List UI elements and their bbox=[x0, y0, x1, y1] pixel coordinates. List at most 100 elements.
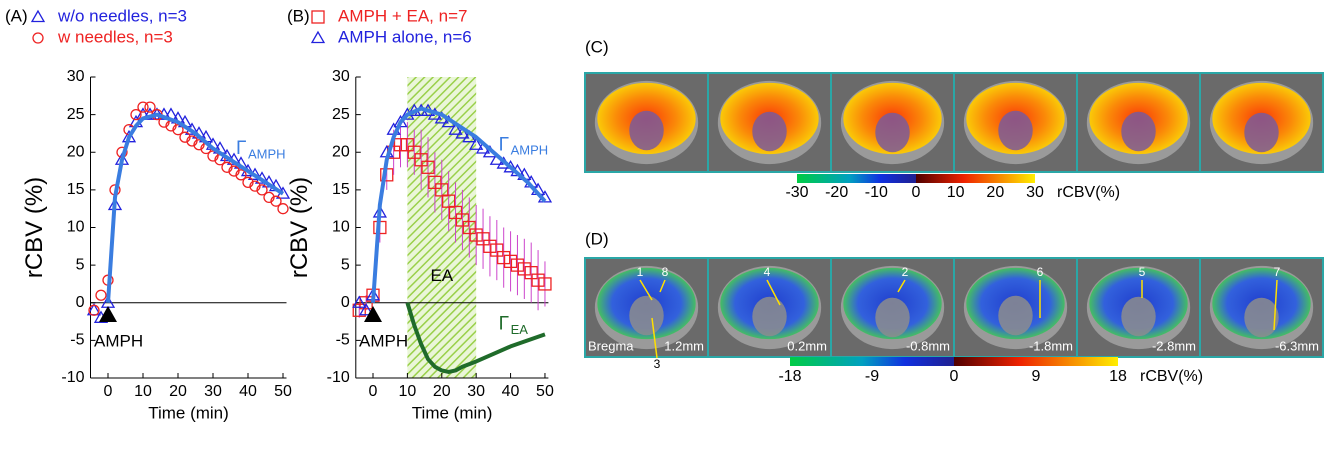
y-tick-label: 25 bbox=[67, 106, 85, 123]
legend-label: AMPH + EA, n=7 bbox=[338, 6, 467, 25]
center-region bbox=[1244, 113, 1278, 153]
colorbar-label: rCBV(%) bbox=[1057, 184, 1120, 201]
y-tick-label: 0 bbox=[341, 294, 350, 311]
fit-subscript: AMPH bbox=[511, 143, 549, 158]
fit-line bbox=[108, 115, 283, 303]
x-axis-label: Time (min) bbox=[148, 403, 229, 422]
center-region bbox=[1121, 297, 1155, 337]
x-tick-label: 0 bbox=[369, 383, 378, 400]
y-tick-label: 10 bbox=[67, 219, 85, 236]
roi-label: 6 bbox=[1037, 265, 1044, 279]
fit-symbol: Γ bbox=[499, 313, 509, 334]
center-region bbox=[998, 296, 1032, 336]
x-tick-label: 0 bbox=[104, 383, 113, 400]
center-region bbox=[629, 111, 663, 151]
colorbar-label: rCBV(%) bbox=[1140, 368, 1203, 385]
y-tick-label: -5 bbox=[336, 332, 350, 349]
x-tick-label: 10 bbox=[134, 383, 152, 400]
roi-label: 4 bbox=[764, 265, 771, 279]
center-region bbox=[1244, 298, 1278, 338]
slice-label: -2.8mm bbox=[1152, 338, 1196, 353]
colorbar bbox=[797, 174, 1035, 183]
event-label: AMPH bbox=[94, 332, 143, 351]
colorbar-tick-label: -30 bbox=[785, 184, 808, 201]
legend-label: w needles, n=3 bbox=[57, 27, 173, 46]
center-region bbox=[629, 296, 663, 336]
colorbar-tick-label: 10 bbox=[947, 184, 965, 201]
colorbar-tick-label: 0 bbox=[912, 184, 921, 201]
circle-marker bbox=[33, 33, 43, 43]
x-tick-label: 30 bbox=[204, 383, 222, 400]
center-region bbox=[875, 298, 909, 338]
x-tick-label: 30 bbox=[467, 383, 485, 400]
circle-marker bbox=[96, 290, 106, 300]
colorbar-tick-label: 20 bbox=[986, 184, 1004, 201]
x-tick-label: 10 bbox=[398, 383, 416, 400]
x-tick-label: 50 bbox=[536, 383, 554, 400]
y-tick-label: 10 bbox=[332, 219, 350, 236]
fit-subscript: EA bbox=[511, 322, 529, 337]
triangle-marker bbox=[312, 32, 324, 43]
roi-label: 8 bbox=[662, 265, 669, 279]
event-label: AMPH bbox=[359, 332, 408, 351]
panel-label: (C) bbox=[585, 37, 609, 56]
colorbar bbox=[790, 357, 1118, 366]
y-axis-label: rCBV (%) bbox=[21, 177, 48, 278]
colorbar-tick-label: 9 bbox=[1032, 368, 1041, 385]
y-tick-label: 30 bbox=[67, 68, 85, 85]
fit-symbol: Γ bbox=[499, 134, 509, 155]
x-tick-label: 50 bbox=[274, 383, 292, 400]
center-region bbox=[998, 111, 1032, 151]
colorbar-tick-label: 0 bbox=[950, 368, 959, 385]
y-tick-label: -10 bbox=[327, 369, 350, 386]
triangle-marker bbox=[32, 11, 44, 22]
roi-label: 1 bbox=[637, 265, 644, 279]
panel-label: (D) bbox=[585, 229, 609, 248]
x-tick-label: 20 bbox=[433, 383, 451, 400]
y-tick-label: 25 bbox=[332, 106, 350, 123]
slice-label: -0.8mm bbox=[906, 338, 950, 353]
y-tick-label: 20 bbox=[332, 143, 350, 160]
fit-symbol: Γ bbox=[236, 138, 246, 159]
x-tick-label: 20 bbox=[169, 383, 187, 400]
center-region bbox=[1121, 112, 1155, 152]
slice-label: -6.3mm bbox=[1275, 338, 1319, 353]
roi-label: 5 bbox=[1139, 265, 1146, 279]
colorbar-tick-label: -18 bbox=[778, 368, 801, 385]
y-tick-label: -10 bbox=[61, 369, 84, 386]
x-tick-label: 40 bbox=[502, 383, 520, 400]
colorbar-tick-label: -10 bbox=[865, 184, 888, 201]
panel-label: (B) bbox=[287, 6, 310, 25]
y-tick-label: 15 bbox=[332, 181, 350, 198]
colorbar-tick-label: 30 bbox=[1026, 184, 1044, 201]
y-tick-label: 5 bbox=[341, 256, 350, 273]
y-tick-label: -5 bbox=[70, 332, 84, 349]
x-tick-label: 40 bbox=[239, 383, 257, 400]
center-region bbox=[875, 113, 909, 153]
legend-label: AMPH alone, n=6 bbox=[338, 27, 472, 46]
y-tick-label: 30 bbox=[332, 68, 350, 85]
fit-subscript: AMPH bbox=[248, 147, 286, 162]
y-tick-label: 20 bbox=[67, 143, 85, 160]
roi-label: 3 bbox=[654, 357, 661, 371]
bregma-label: Bregma bbox=[588, 338, 634, 353]
panel-label: (A) bbox=[5, 6, 28, 25]
roi-label: 2 bbox=[902, 265, 909, 279]
y-axis-label: rCBV (%) bbox=[286, 177, 313, 278]
slice-label: -1.8mm bbox=[1029, 338, 1073, 353]
colorbar-tick-label: -20 bbox=[825, 184, 848, 201]
slice-label: 0.2mm bbox=[787, 338, 827, 353]
center-region bbox=[752, 297, 786, 337]
y-tick-label: 5 bbox=[76, 256, 85, 273]
center-region bbox=[752, 112, 786, 152]
legend-label: w/o needles, n=3 bbox=[57, 6, 187, 25]
slice-label: 1.2mm bbox=[664, 338, 704, 353]
y-tick-label: 15 bbox=[67, 181, 85, 198]
y-tick-label: 0 bbox=[76, 294, 85, 311]
x-axis-label: Time (min) bbox=[412, 403, 493, 422]
colorbar-tick-label: 18 bbox=[1109, 368, 1127, 385]
colorbar-tick-label: -9 bbox=[865, 368, 879, 385]
figure: (A)-10-505101520253001020304050Time (min… bbox=[0, 0, 1333, 457]
span-label: EA bbox=[430, 266, 453, 285]
square-marker bbox=[312, 11, 324, 23]
